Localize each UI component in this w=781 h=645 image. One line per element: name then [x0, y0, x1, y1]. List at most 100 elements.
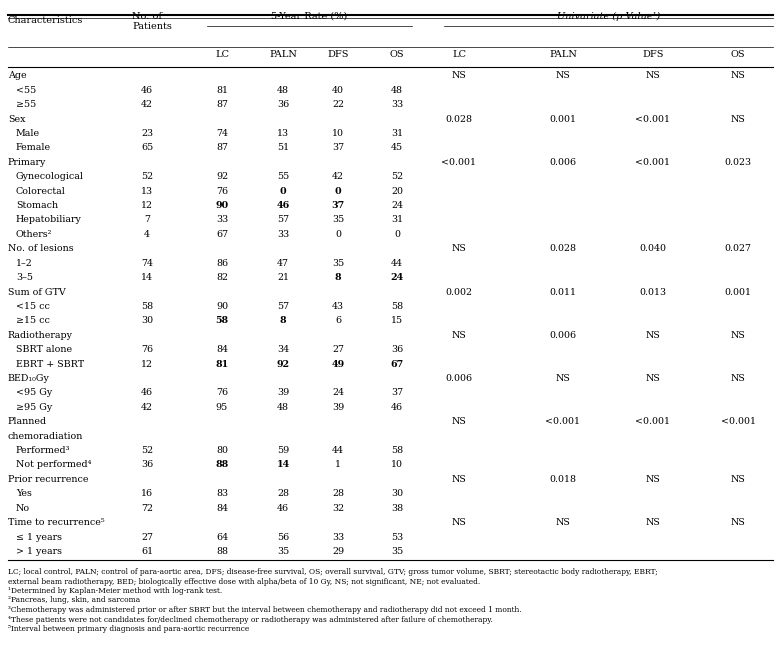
Text: NS: NS [646, 475, 661, 484]
Text: 72: 72 [141, 504, 153, 513]
Text: DFS: DFS [327, 50, 349, 59]
Text: ≥55: ≥55 [16, 100, 36, 109]
Text: 0.028: 0.028 [445, 115, 473, 124]
Text: 35: 35 [332, 259, 344, 268]
Text: NS: NS [451, 475, 466, 484]
Text: 42: 42 [141, 403, 153, 412]
Text: 52: 52 [141, 172, 153, 181]
Text: 44: 44 [391, 259, 403, 268]
Text: ≥95 Gy: ≥95 Gy [16, 403, 52, 412]
Text: NS: NS [555, 72, 570, 81]
Text: Radiotherapy: Radiotherapy [8, 331, 73, 340]
Text: 37: 37 [391, 388, 403, 397]
Text: 37: 37 [332, 143, 344, 152]
Text: 33: 33 [332, 533, 344, 542]
Text: 84: 84 [216, 504, 228, 513]
Text: 61: 61 [141, 547, 153, 556]
Text: <15 cc: <15 cc [16, 302, 50, 311]
Text: 20: 20 [391, 186, 403, 195]
Text: 33: 33 [390, 100, 403, 109]
Text: Hepatobiliary: Hepatobiliary [16, 215, 82, 224]
Text: NS: NS [451, 417, 466, 426]
Text: 4: 4 [144, 230, 150, 239]
Text: 46: 46 [276, 201, 290, 210]
Text: 37: 37 [331, 201, 344, 210]
Text: 49: 49 [331, 360, 344, 368]
Text: Patients: Patients [132, 22, 172, 31]
Text: 1–2: 1–2 [16, 259, 33, 268]
Text: 30: 30 [141, 316, 153, 325]
Text: 76: 76 [141, 345, 153, 354]
Text: 57: 57 [277, 302, 289, 311]
Text: 14: 14 [276, 461, 290, 470]
Text: 0.006: 0.006 [550, 331, 576, 340]
Text: 52: 52 [391, 172, 403, 181]
Text: 28: 28 [277, 490, 289, 499]
Text: 55: 55 [277, 172, 289, 181]
Text: 10: 10 [332, 129, 344, 138]
Text: 67: 67 [390, 360, 404, 368]
Text: 56: 56 [277, 533, 289, 542]
Text: Sex: Sex [8, 115, 26, 124]
Text: <0.001: <0.001 [545, 417, 580, 426]
Text: 53: 53 [390, 533, 403, 542]
Text: NS: NS [730, 475, 745, 484]
Text: 0: 0 [280, 186, 287, 195]
Text: 35: 35 [332, 215, 344, 224]
Text: 13: 13 [141, 186, 153, 195]
Text: 33: 33 [216, 215, 228, 224]
Text: 0.023: 0.023 [725, 158, 751, 167]
Text: NS: NS [451, 331, 466, 340]
Text: Planned: Planned [8, 417, 47, 426]
Text: 76: 76 [216, 186, 228, 195]
Text: 83: 83 [216, 490, 228, 499]
Text: Performed³: Performed³ [16, 446, 70, 455]
Text: 12: 12 [141, 360, 153, 368]
Text: LC: LC [452, 50, 466, 59]
Text: > 1 years: > 1 years [16, 547, 62, 556]
Text: 34: 34 [277, 345, 289, 354]
Text: 14: 14 [141, 273, 153, 282]
Text: Male: Male [16, 129, 40, 138]
Text: Prior recurrence: Prior recurrence [8, 475, 88, 484]
Text: 51: 51 [277, 143, 289, 152]
Text: 81: 81 [216, 360, 229, 368]
Text: 59: 59 [277, 446, 289, 455]
Text: No: No [16, 504, 30, 513]
Text: NS: NS [555, 518, 570, 527]
Text: 45: 45 [391, 143, 403, 152]
Text: 27: 27 [332, 345, 344, 354]
Text: <0.001: <0.001 [441, 158, 476, 167]
Text: 10: 10 [391, 461, 403, 470]
Text: 0.028: 0.028 [550, 244, 576, 253]
Text: NS: NS [555, 374, 570, 383]
Text: 36: 36 [277, 100, 289, 109]
Text: <95 Gy: <95 Gy [16, 388, 52, 397]
Text: 36: 36 [141, 461, 153, 470]
Text: Stomach: Stomach [16, 201, 58, 210]
Text: 0.040: 0.040 [640, 244, 666, 253]
Text: 0.018: 0.018 [550, 475, 576, 484]
Text: ⁴These patients were not candidates for/declined chemotherapy or radiotherapy wa: ⁴These patients were not candidates for/… [8, 615, 493, 624]
Text: 22: 22 [332, 100, 344, 109]
Text: No. of: No. of [132, 12, 162, 21]
Text: <0.001: <0.001 [636, 158, 671, 167]
Text: 76: 76 [216, 388, 228, 397]
Text: NS: NS [730, 331, 745, 340]
Text: 52: 52 [141, 446, 153, 455]
Text: 3–5: 3–5 [16, 273, 33, 282]
Text: 6: 6 [335, 316, 341, 325]
Text: 58: 58 [391, 302, 403, 311]
Text: 40: 40 [332, 86, 344, 95]
Text: ⁵Interval between primary diagnosis and para-aortic recurrence: ⁵Interval between primary diagnosis and … [8, 625, 249, 633]
Text: 0.001: 0.001 [725, 288, 751, 297]
Text: Primary: Primary [8, 158, 46, 167]
Text: Colorectal: Colorectal [16, 186, 66, 195]
Text: BED₁₀Gy: BED₁₀Gy [8, 374, 50, 383]
Text: 32: 32 [332, 504, 344, 513]
Text: OS: OS [390, 50, 405, 59]
Text: 46: 46 [277, 504, 289, 513]
Text: NS: NS [646, 374, 661, 383]
Text: 0: 0 [335, 186, 341, 195]
Text: 46: 46 [141, 86, 153, 95]
